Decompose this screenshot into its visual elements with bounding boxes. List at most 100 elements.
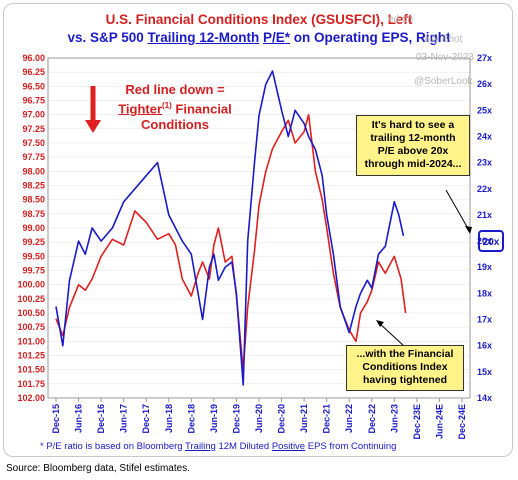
y-left-tick-label: 98.25 [22,181,45,191]
y-left-tick-label: 97.75 [22,152,45,162]
y-left-tick-label: 97.50 [22,138,45,148]
y-right-tick-label: 14x [477,393,492,403]
watermark-line-2: aily Shot [424,34,463,45]
y-right-tick-label: 27x [477,53,492,63]
x-tick-label: Jun-21 [299,404,309,433]
source-note: Source: Bloomberg data, Stifel estimates… [6,463,190,474]
x-tick-label: Dec-15 [51,404,61,434]
x-tick-label: Jun-16 [74,404,84,433]
footnote: * P/E ratio is based on Bloomberg Traili… [40,441,396,452]
x-tick-label: Dec-22 [367,404,377,434]
y-right-tick-label: 24x [477,131,492,141]
x-ticks: Dec-15 Jun-16 Dec-16 Jun-17 Dec-17 Jun-18 Dec-… [51,398,467,440]
y-left-tick-label: 96.50 [22,81,45,91]
y-right-tick-label: 18x [477,288,492,298]
callout-bottom-line-2: Conditions Index [362,361,448,373]
y-right-tick-label: 17x [477,315,492,325]
x-tick-label: Jun-20 [254,404,264,433]
y-left-tick-label: 96.00 [22,53,45,63]
y-left-tick-label: 96.75 [22,96,45,106]
x-tick-label: Dec-20 [277,404,287,434]
x-tick-label: Dec-18 [186,404,196,434]
y-right-tick-label: 25x [477,105,492,115]
x-tick-label: Jun-24E [434,404,444,439]
current-value-badge: 20x [478,230,504,252]
y-left-tick-label: 100.50 [17,308,45,318]
y-left-tick-label: 99.50 [22,251,45,261]
x-tick-label: Jun-18 [164,404,174,433]
y-left-tick-label: 96.25 [22,67,45,77]
callout-bottom-line-3: having tightened [363,374,447,386]
y-left-tick-label: 101.00 [17,336,45,346]
footnote-positive: Positive [271,441,306,452]
x-tick-label: Dec-16 [96,404,106,434]
x-tick-label: Jun-22 [344,404,354,433]
series-lines [55,70,407,386]
annotation-red-line-3: Conditions [141,117,209,133]
y-left-tick-label: 101.50 [17,365,45,375]
annotation-red-sup: (1) [162,101,172,110]
y-right-tick-label: 23x [477,158,492,168]
title-line-2: vs. S&P 500 Trailing 12-Month P/E* on Op… [0,30,518,45]
y-left-tick-label: 99.00 [22,223,45,233]
x-tick-label: Jun-17 [119,404,129,433]
y-right-tick-label: 16x [477,341,492,351]
callout-bottom: ...with the Financial Conditions Index h… [346,345,464,391]
x-tick-label: Jun-23 [389,404,399,433]
title-post: on Operating EPS, Right [290,30,451,45]
y-left-tick-label: 99.75 [22,266,45,276]
annotation-red-financial: Financial [171,101,232,117]
y-right-ticks: 27x 26x 25x 24x 23x 22x 21x 20x 19x 18x 17x 16x 15x 1… [477,53,492,403]
x-tick-label: Dec-23E [412,404,422,440]
footnote-post: EPS from Continuing [305,441,397,452]
title-trailing: Trailing 12-Month [147,30,260,45]
y-left-tick-label: 102.00 [17,393,45,403]
y-right-tick-label: 15x [477,367,492,377]
title-line-1: U.S. Financial Conditions Index (GSUSFCI… [105,12,413,27]
y-left-tick-label: 100.75 [17,322,45,332]
footnote-mid: 12M Diluted [215,441,272,452]
annotation-red-line-1: Red line down = [125,82,225,97]
annotation-red-tighter: Tighter [118,101,163,117]
pointer-arrow-bottom-head [376,320,384,327]
y-left-tick-label: 98.50 [22,195,45,205]
y-left-tick-label: 97.25 [22,124,45,134]
x-tick-label: Dec-24E [457,404,467,440]
y-left-tick-label: 100.25 [17,294,45,304]
callout-bottom-line-1: ...with the Financial [356,348,454,360]
y-right-tick-label: 19x [477,262,492,272]
pointer-arrow-top-head [465,226,472,234]
callout-top-line-2: trailing 12-month [370,132,456,144]
footnote-pre: * P/E ratio is based on Bloomberg [40,441,186,452]
footnote-trailing: Trailing [185,441,216,452]
title-pe: P/E* [263,30,291,45]
x-tick-label: Dec-17 [141,404,151,434]
y-right-tick-label: 22x [477,184,492,194]
y-left-tick-label: 98.00 [22,166,45,176]
y-right-tick-label: 21x [477,210,492,220]
callout-top-line-3: P/E above 20x [377,145,449,157]
y-left-ticks: 96.00 96.25 96.50 96.75 97.00 97.25 97.50 97.75… [17,53,45,403]
annotation-red: Red line down = Tighter(1) Financial Con… [100,82,250,133]
callout-top-line-4: through mid-2024... [364,158,462,170]
pointer-arrow-top [445,189,471,233]
series-line-pe [55,70,405,386]
red-arrow-head [85,120,101,133]
callout-top: It's hard to see a trailing 12-month P/E… [356,115,470,176]
y-left-tick-label: 101.75 [17,379,45,389]
callout-top-line-1: It's hard to see a [371,119,455,131]
y-right-tick-label: 26x [477,79,492,89]
y-left-tick-label: 101.25 [17,351,45,361]
watermark-handle: @SoberLook [414,76,473,87]
y-left-tick-label: 100.00 [17,280,45,290]
x-tick-label: Dec-21 [322,404,332,434]
pointer-arrow-bottom [377,321,405,347]
y-left-tick-label: 98.75 [22,209,45,219]
title-pre: vs. S&P 500 [67,30,148,45]
y-left-tick-label: 99.25 [22,237,45,247]
watermark-line-1: ed on [388,14,414,25]
x-tick-label: Dec-19 [231,404,241,434]
x-tick-label: Jun-19 [209,404,219,433]
y-right-tick-label: 20x [477,236,492,246]
